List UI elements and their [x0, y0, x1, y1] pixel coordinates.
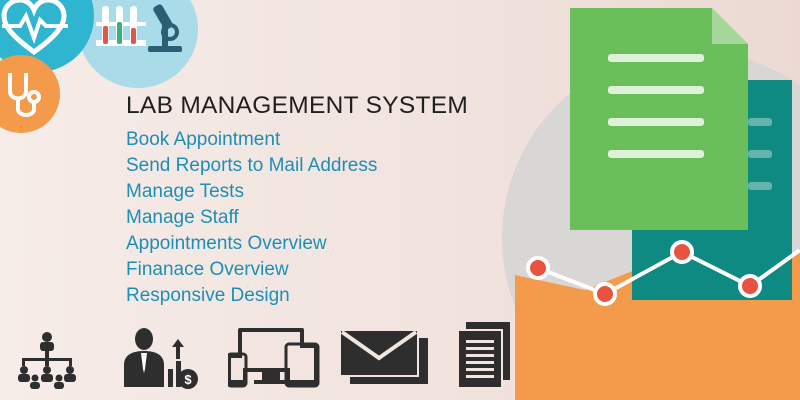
- documents-icon: [457, 322, 510, 389]
- org-chart-icon: [18, 332, 76, 389]
- feature-item: Send Reports to Mail Address: [126, 155, 378, 176]
- feature-item: Finanace Overview: [126, 259, 289, 280]
- feature-item: Appointments Overview: [126, 233, 327, 254]
- feature-item: Manage Staff: [126, 207, 239, 228]
- feature-item: Manage Tests: [126, 181, 244, 202]
- feature-list: Book Appointment Send Reports to Mail Ad…: [126, 127, 377, 309]
- system-title: LAB MANAGEMENT SYSTEM: [126, 92, 469, 119]
- feature-item: Book Appointment: [126, 129, 281, 150]
- lab-microscope-icon: [96, 4, 182, 52]
- feature-item: Responsive Design: [126, 285, 290, 306]
- businessman-growth-icon: $: [124, 328, 198, 389]
- stethoscope-icon: [8, 73, 41, 117]
- lab-circle: [78, 0, 198, 88]
- heart-pulse-icon: [1, 0, 68, 56]
- svg-text:$: $: [184, 372, 192, 387]
- responsive-devices-icon: [228, 328, 320, 388]
- stethoscope-circle: [0, 55, 60, 133]
- mail-envelope-icon: [340, 330, 428, 384]
- documents-chart-graphic: [502, 8, 800, 400]
